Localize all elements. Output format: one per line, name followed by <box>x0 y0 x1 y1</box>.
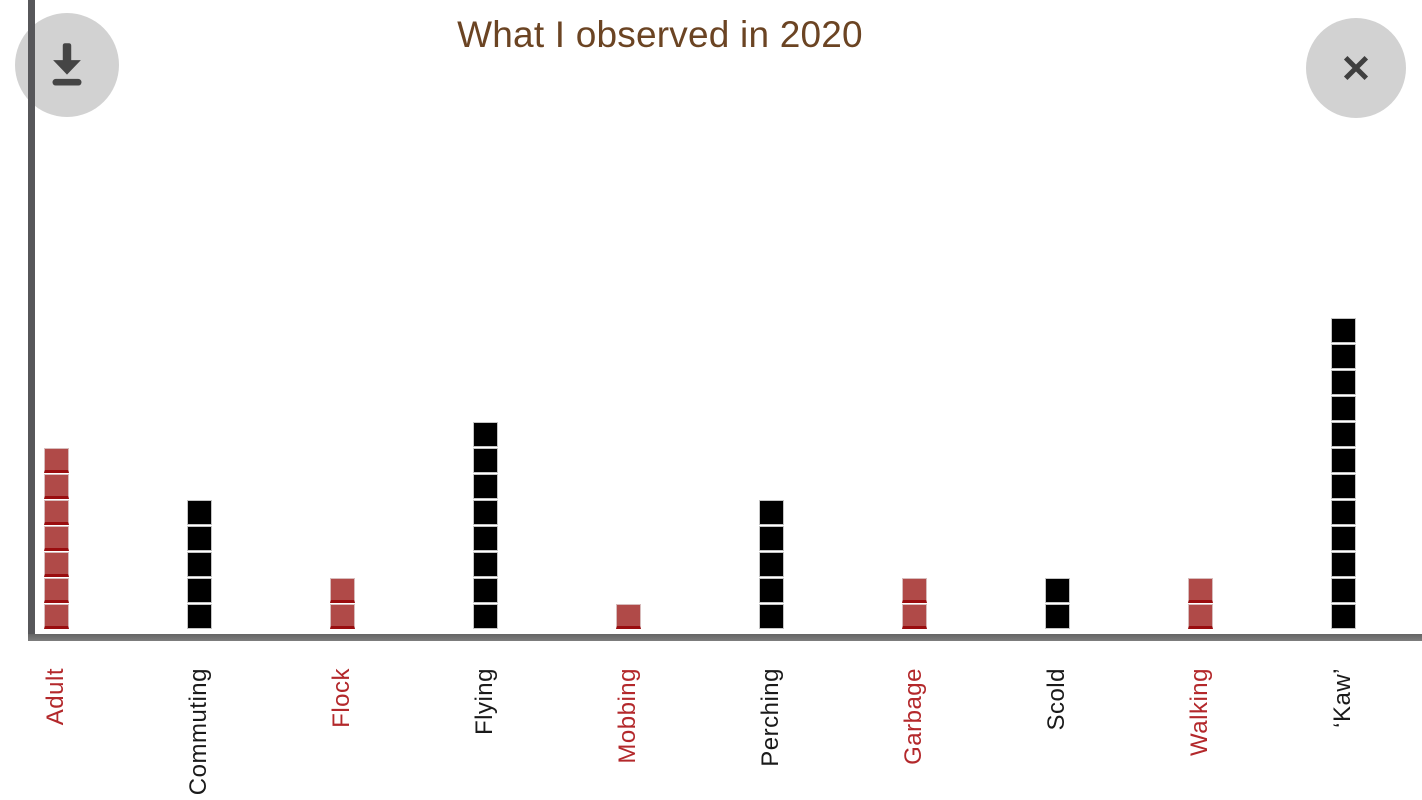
observation-square <box>1330 526 1356 551</box>
category-label: Scold <box>1043 668 1070 731</box>
observation-square <box>758 604 784 629</box>
observation-square <box>758 526 784 551</box>
category-label: Mobbing <box>614 668 641 764</box>
download-icon <box>38 36 96 94</box>
observation-square <box>186 578 212 603</box>
observation-square <box>329 604 355 629</box>
observation-square <box>1330 578 1356 603</box>
bar-column <box>758 500 784 629</box>
bar-column <box>901 578 927 629</box>
observation-square <box>901 578 927 603</box>
observation-square <box>1330 370 1356 395</box>
observation-square <box>1187 578 1213 603</box>
bar-column <box>472 422 498 629</box>
observation-square <box>1330 396 1356 421</box>
observation-square <box>186 604 212 629</box>
category-label: Walking <box>1186 668 1213 756</box>
category-label: Flock <box>328 668 355 728</box>
observation-square <box>1330 422 1356 447</box>
observation-square <box>615 604 641 629</box>
observation-square <box>901 604 927 629</box>
observation-square <box>472 526 498 551</box>
observation-square <box>186 526 212 551</box>
observation-square <box>329 578 355 603</box>
observation-square <box>43 604 69 629</box>
category-label: Perching <box>757 668 784 767</box>
observation-square <box>758 552 784 577</box>
observation-square <box>472 474 498 499</box>
observation-square <box>1044 604 1070 629</box>
observation-square <box>1044 578 1070 603</box>
observation-square <box>43 500 69 525</box>
bar-column <box>615 604 641 629</box>
close-button[interactable] <box>1306 18 1406 118</box>
observation-square <box>1330 500 1356 525</box>
observation-square <box>758 578 784 603</box>
observation-square <box>472 448 498 473</box>
close-icon <box>1330 42 1382 94</box>
observation-square <box>472 500 498 525</box>
bar-column <box>186 500 212 629</box>
observation-square <box>43 578 69 603</box>
page-title: What I observed in 2020 <box>457 14 863 55</box>
observation-square <box>1330 344 1356 369</box>
bar-column <box>1187 578 1213 629</box>
category-label: Commuting <box>185 668 212 796</box>
bar-column <box>43 448 69 629</box>
x-axis-line <box>28 634 1422 641</box>
observation-square <box>472 552 498 577</box>
observation-square <box>1330 604 1356 629</box>
observation-square <box>472 604 498 629</box>
observation-square <box>472 578 498 603</box>
observation-square <box>472 422 498 447</box>
observation-square <box>43 448 69 473</box>
category-label: Adult <box>42 668 69 726</box>
observation-square <box>758 500 784 525</box>
observation-square <box>43 474 69 499</box>
bar-column <box>1330 318 1356 629</box>
observation-square <box>1330 318 1356 343</box>
category-label: Flying <box>471 668 498 736</box>
observation-square <box>1330 552 1356 577</box>
category-label: ‘Kaw’ <box>1329 668 1356 728</box>
observation-square <box>186 552 212 577</box>
y-axis-line <box>28 0 35 641</box>
bar-column <box>1044 578 1070 629</box>
category-label: Garbage <box>900 668 927 765</box>
observation-square <box>186 500 212 525</box>
observation-square <box>1330 474 1356 499</box>
bar-column <box>329 578 355 629</box>
observation-square <box>43 552 69 577</box>
observation-square <box>1330 448 1356 473</box>
observation-square <box>1187 604 1213 629</box>
observation-square <box>43 526 69 551</box>
